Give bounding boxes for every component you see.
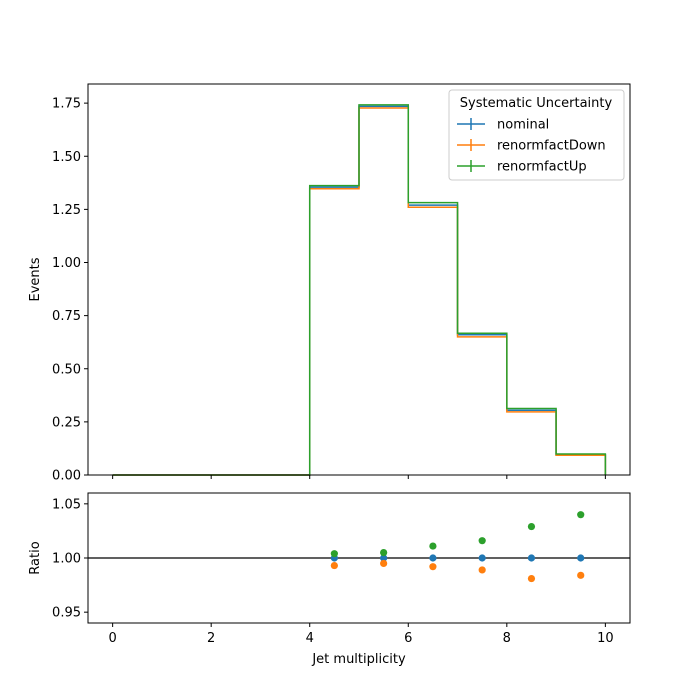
- ratio-y-tick-label: 1.05: [52, 497, 81, 512]
- x-tick-label: 6: [404, 631, 412, 646]
- ratio-point-renormfactup: [429, 542, 437, 550]
- events-y-axis-title: Events: [28, 257, 43, 301]
- x-tick-label: 2: [207, 631, 215, 646]
- events-y-tick-label: 0.75: [52, 309, 81, 324]
- ratio-y-tick-label: 0.95: [52, 606, 81, 621]
- ratio-point-nominal: [527, 554, 536, 562]
- ratio-point-renormfactdown: [380, 559, 388, 568]
- ratio-point-renormfactdown: [478, 566, 486, 574]
- legend-entry-renormfactup: renormfactUp: [457, 160, 587, 175]
- legend-label-nominal: nominal: [497, 118, 549, 133]
- ratio-panel: 0.95 1.00 1.05 0 2 4 6 8 10 Ratio Jet multiplic…: [28, 492, 631, 667]
- ratio-point-renormfactdown: [330, 561, 338, 570]
- events-y-tick-label: 1.50: [52, 150, 81, 165]
- ratio-point-nominal: [429, 554, 437, 562]
- events-y-tick-label: 1.25: [52, 203, 81, 218]
- legend-entry-nominal: nominal: [457, 118, 549, 133]
- ratio-point-nominal: [478, 554, 486, 562]
- ratio-point-renormfactdown: [429, 563, 437, 571]
- legend: Systematic Uncertainty nominal renormfact…: [448, 89, 625, 181]
- legend-entry-renormfactdown: renormfactDown: [457, 139, 606, 154]
- legend-box: [448, 89, 625, 181]
- events-y-axis-ticks: 0.00 0.25 0.50 0.75 1.00 1.25 1.50 1.75: [52, 97, 88, 484]
- ratio-point-renormfactdown: [527, 574, 536, 583]
- events-y-tick-label: 0.00: [52, 469, 81, 484]
- events-y-tick-label: 0.25: [52, 415, 81, 430]
- legend-title: Systematic Uncertainty: [460, 96, 613, 111]
- events-plot-frame: [87, 83, 631, 476]
- legend-label-renormfactdown: renormfactDown: [497, 139, 606, 154]
- events-y-tick-label: 1.00: [52, 256, 81, 271]
- x-tick-label: 0: [108, 631, 116, 646]
- ratio-point-renormfactup: [330, 550, 338, 558]
- ratio-point-renormfactup: [380, 548, 388, 557]
- ratio-y-tick-label: 1.00: [52, 552, 81, 567]
- ratio-plot-frame: [87, 492, 631, 624]
- x-tick-label: 10: [597, 631, 614, 646]
- x-tick-label: 4: [306, 631, 314, 646]
- ratio-y-axis-ticks: 0.95 1.00 1.05: [52, 497, 88, 621]
- ratio-x-axis-ticks: 0 2 4 6 8 10: [108, 623, 614, 646]
- ratio-point-nominal: [380, 554, 388, 562]
- x-axis-title: Jet multiplicity: [311, 652, 406, 667]
- ratio-point-nominal: [577, 554, 585, 562]
- legend-label-renormfactup: renormfactUp: [497, 160, 587, 175]
- ratio-point-renormfactup: [478, 537, 486, 545]
- legend-entries: nominal renormfactDown renormfactUp: [457, 118, 606, 175]
- events-y-tick-label: 1.75: [52, 97, 81, 112]
- events-y-tick-label: 0.50: [52, 362, 81, 377]
- ratio-points: [330, 511, 585, 583]
- x-tick-label: 8: [503, 631, 511, 646]
- ratio-point-renormfactdown: [577, 571, 585, 579]
- events-panel: 0.000.250.500.751.001.251.501.75 Events …: [28, 83, 631, 484]
- ratio-point-renormfactup: [577, 511, 585, 519]
- ratio-point-renormfactup: [527, 522, 536, 531]
- ratio-y-axis-title: Ratio: [28, 541, 43, 574]
- events-x-axis-ticks: [112, 475, 606, 479]
